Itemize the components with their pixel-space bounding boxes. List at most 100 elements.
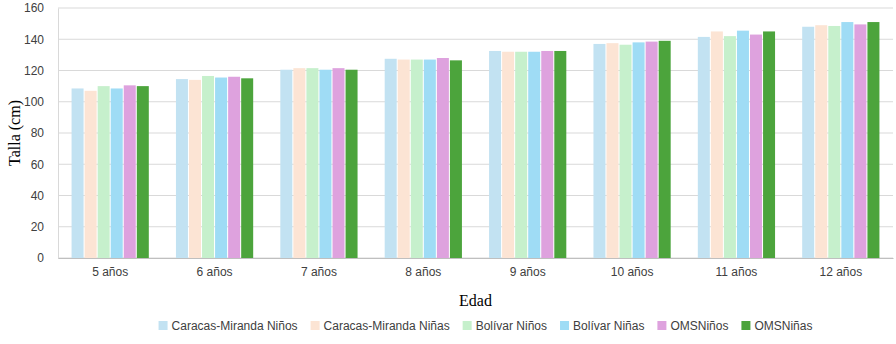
legend-swatch	[560, 321, 569, 330]
bar	[137, 86, 149, 258]
bar	[411, 60, 423, 258]
x-axis-line	[59, 258, 894, 259]
bar-series	[111, 22, 854, 258]
bar	[737, 31, 749, 258]
y-tick-label: 160	[24, 1, 44, 15]
bars	[72, 22, 880, 258]
legend-swatch	[159, 321, 168, 330]
legend-item: Bolívar Niñas	[560, 319, 644, 333]
bar	[646, 42, 658, 258]
bar	[215, 78, 227, 258]
grid	[58, 8, 893, 258]
y-axis-line	[58, 9, 59, 259]
bar	[698, 37, 710, 258]
x-tick: 6 años	[197, 258, 233, 279]
y-tick-label: 140	[24, 33, 44, 47]
bar	[124, 85, 136, 258]
x-tick: 12 años	[819, 258, 862, 279]
bar	[346, 70, 358, 258]
legend-swatch	[741, 321, 750, 330]
bar	[541, 51, 553, 258]
x-tick: 11 años	[716, 258, 758, 279]
legend-item: OMSNiños	[657, 319, 728, 333]
legend-label: Caracas-Miranda Niños	[172, 319, 298, 333]
bar-series	[137, 22, 880, 258]
y-tick: 60	[31, 158, 58, 172]
bar	[841, 22, 853, 258]
bar	[854, 24, 866, 258]
legend-item: OMSNiñas	[741, 319, 812, 333]
x-axis: 5 años 6 años 7 años 8 años 9 años 10 años 11 …	[59, 258, 894, 279]
bar	[502, 52, 514, 258]
bar	[333, 68, 345, 258]
grid-line	[58, 8, 893, 9]
x-tick: 10 años	[611, 258, 654, 279]
y-tick: 100	[24, 95, 58, 109]
bar	[85, 91, 97, 258]
bar-series	[124, 24, 867, 258]
bar	[319, 70, 331, 258]
bar	[606, 43, 618, 258]
y-axis: 020406080100120140160	[24, 1, 59, 265]
y-tick-label: 0	[37, 251, 44, 265]
y-tick-label: 120	[24, 64, 44, 78]
x-tick-label: 8 años	[405, 265, 441, 279]
legend-label: OMSNiños	[670, 319, 728, 333]
x-tick: 5 años	[92, 258, 128, 279]
bar	[189, 80, 201, 258]
bar	[867, 22, 879, 258]
bar	[659, 41, 671, 258]
x-tick-label: 6 años	[197, 265, 233, 279]
plot: 0204060801001201401605 años6 años7 años8…	[24, 1, 894, 278]
bar-series	[85, 25, 828, 258]
legend-swatch	[311, 321, 320, 330]
bar	[620, 45, 632, 258]
y-tick: 120	[24, 64, 58, 78]
y-tick: 140	[24, 33, 58, 47]
x-tick-label: 9 años	[510, 265, 546, 279]
y-tick-label: 20	[31, 220, 45, 234]
bar	[593, 44, 605, 258]
bar	[228, 77, 240, 258]
bar	[750, 35, 762, 258]
bar	[815, 25, 827, 258]
y-tick: 80	[31, 126, 58, 140]
x-tick-label: 5 años	[92, 265, 128, 279]
bar-series	[72, 27, 815, 258]
bar	[306, 68, 318, 258]
x-tick: 8 años	[405, 258, 441, 279]
x-tick-label: 10 años	[611, 265, 654, 279]
y-tick: 0	[37, 251, 58, 265]
legend-label: Bolívar Niñas	[573, 319, 644, 333]
legend: Caracas-Miranda Niños Caracas-Miranda Niñ…	[159, 319, 813, 333]
x-tick: 7 años	[301, 258, 337, 279]
x-tick-label: 11 años	[716, 265, 758, 279]
legend-item: Caracas-Miranda Niñas	[311, 319, 450, 333]
legend-label: Bolívar Niños	[476, 319, 547, 333]
y-tick-label: 80	[31, 126, 45, 140]
x-tick-label: 7 años	[301, 265, 337, 279]
legend-item: Bolívar Niños	[463, 319, 547, 333]
legend-item: Caracas-Miranda Niños	[159, 319, 298, 333]
bar	[450, 60, 462, 258]
bar	[293, 68, 305, 258]
y-tick: 20	[31, 220, 58, 234]
bar	[724, 36, 736, 258]
y-tick: 160	[24, 1, 58, 15]
x-tick-label: 12 años	[819, 265, 862, 279]
bar	[802, 27, 814, 258]
bar	[828, 26, 840, 258]
bar	[385, 59, 397, 258]
bar-series	[98, 26, 841, 258]
bar	[489, 51, 501, 258]
x-axis-title: Edad	[459, 292, 492, 309]
y-tick-label: 60	[31, 158, 45, 172]
bar	[711, 31, 723, 258]
chart: 0204060801001201401605 años6 años7 años8…	[0, 0, 896, 344]
legend-swatch	[463, 321, 472, 330]
bar	[176, 79, 188, 258]
bar	[763, 31, 775, 258]
legend-swatch	[657, 321, 666, 330]
bar	[515, 52, 527, 258]
legend-label: OMSNiñas	[754, 319, 812, 333]
